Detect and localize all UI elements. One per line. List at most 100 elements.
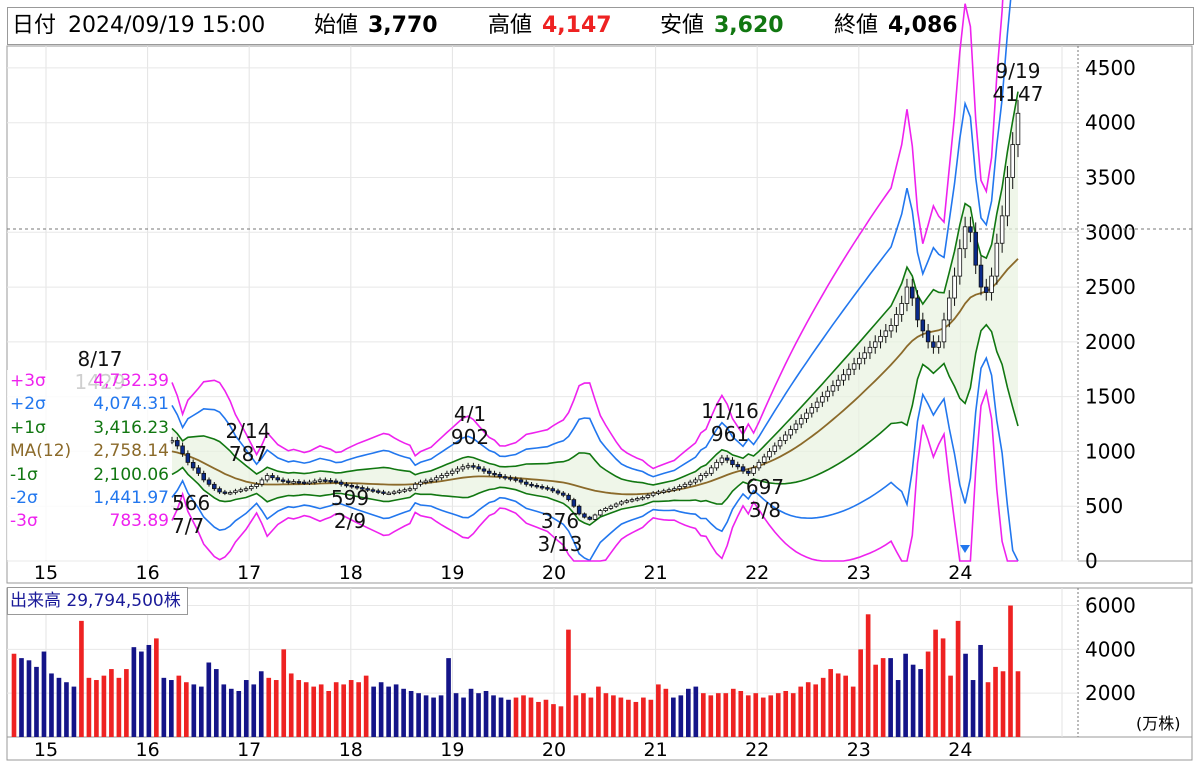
price-tick-label: 2500 [1085,275,1136,299]
candle-body [471,465,476,468]
candle-body [534,484,540,488]
volume-bar [213,669,219,737]
candle-body [397,490,402,493]
volume-bar [506,699,511,737]
candle-body [455,468,460,472]
volume-bar [281,649,287,737]
volume-bar [56,677,62,737]
volume-bar [109,669,114,737]
candle-body [925,330,931,343]
price-tick-label: 4500 [1085,56,1136,80]
volume-bar [378,682,384,737]
x-tick-label: 23 [847,562,871,584]
volume-bar [528,697,534,737]
candle-body [518,479,524,483]
candle-body [973,231,978,266]
volume-panel-frame [6,587,1193,761]
datetime-value: 2024/09/19 15:00 [68,13,266,38]
volume-bar [468,688,474,737]
candle-body [1010,144,1015,178]
volume-bar [573,695,579,737]
volume-bar [656,684,661,737]
volume-bar [86,677,92,737]
candle-body [486,470,492,474]
candle-body [212,483,217,490]
x-tick-label: 19 [440,562,464,584]
candle-body [804,412,809,419]
volume-bar [311,686,317,737]
candle-body [672,488,677,491]
x-tick-label: 24 [948,739,972,761]
candle-body [703,472,709,476]
candle-body [508,477,513,480]
candle-body [190,461,196,469]
volume-bar [985,682,991,737]
volume-bar [184,682,189,737]
candle-body [402,489,407,492]
legend-row-plus1sigma: +1σ 3,416.23 [10,417,169,438]
volume-bar [1000,671,1006,737]
candle-body [915,297,920,321]
volume-bar [798,686,804,737]
candle-body [291,481,296,484]
annotation-price: 599 [331,486,369,510]
volume-bar [828,669,834,737]
annotation-price: 961 [711,422,749,446]
candle-body [714,461,719,469]
volume-bar [873,664,878,737]
open-label: 始値 [314,13,359,38]
volume-bar [618,697,624,737]
candle-body [481,468,487,472]
candle-body [709,467,714,474]
volume-bar [566,629,571,737]
candle-body [254,483,259,487]
candle-body [952,275,957,299]
volume-bar [161,677,167,737]
candle-body [899,303,904,315]
date-label: 日付 [12,13,57,38]
annotation-price: 787 [229,442,267,466]
volume-bar [611,695,616,737]
x-tick-label: 20 [542,562,566,584]
volume-bar [79,620,84,737]
candle-body [259,479,265,485]
plus3sigma-line [171,0,1004,470]
candle-body [449,470,455,474]
candle-body [624,500,629,503]
volume-bar [221,684,227,737]
candle-body [539,486,545,489]
price-tick-label: 4000 [1085,111,1136,135]
candle-body [1015,112,1021,146]
volume-bar [723,693,729,737]
price-tick-label: 500 [1085,494,1123,518]
candle-body [814,401,820,408]
candle-body [835,379,841,387]
candle-body [407,488,413,491]
legend-row-minus1sigma: -1σ 2,100.06 [10,464,169,485]
candle-body [862,352,867,359]
bollinger-legend: +3σ 4,732.39 +2σ 4,074.31 +1σ 3,416.23 MA(1… [7,370,171,560]
candle-body [412,483,418,490]
candle-body [328,480,333,483]
x-tick-label: 21 [644,739,668,761]
annotation-price: 566 [172,491,210,515]
volume-bar [858,649,863,737]
volume-bar [169,680,174,737]
x-tick-label: 22 [745,562,769,584]
close-value: 4,086 [888,13,958,38]
volume-bar [940,638,946,737]
candle-body [841,374,846,381]
candle-body [957,248,963,277]
candle-body [571,499,577,507]
candle-body [613,503,619,507]
annotation-price: 4147 [993,82,1044,106]
candle-body [576,505,582,515]
volume-bar [408,690,414,737]
volume-bar [596,686,601,737]
volume-bar [266,677,272,737]
volume-bar [588,697,594,737]
candle-body [989,275,994,293]
candle-body [798,418,804,425]
volume-bar [730,688,736,737]
annotation-price: 376 [541,509,579,533]
